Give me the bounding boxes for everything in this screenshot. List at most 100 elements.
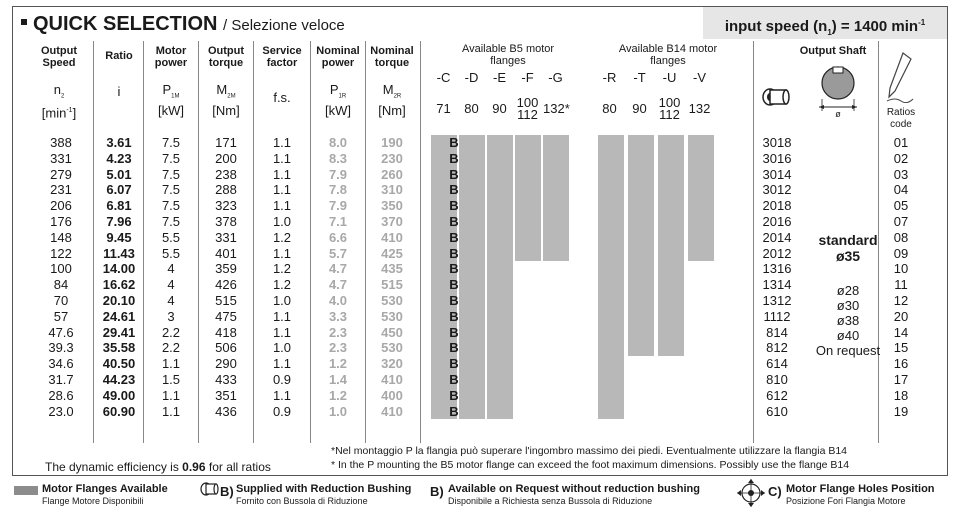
cell-power: 7.5 <box>161 182 181 198</box>
page-title: QUICK SELECTION / Selezione veloce <box>21 13 345 36</box>
cell-code: 2012 <box>762 245 792 261</box>
cell-ratio: 60.90 <box>102 403 136 419</box>
cell-ratio: 3.61 <box>106 135 132 150</box>
efficiency-note: The dynamic efficiency is 0.96 for all r… <box>45 460 271 474</box>
cell-rc: 10 <box>893 261 909 277</box>
cell-torque: 418 <box>215 324 237 340</box>
divider <box>878 41 879 443</box>
legend-flanges-available: Motor Flanges Available Flange Motore Di… <box>42 483 168 506</box>
header-nominal-power: Nominal power <box>316 45 360 69</box>
column-ratio: 3.61 4.23 5.01 6.07 6.81 7.96 9.45 11.43 14.00 16… <box>97 135 141 419</box>
cell-ratio: 14.00 <box>102 261 136 277</box>
b5-availability-bar <box>543 135 569 262</box>
cell-torque: 401 <box>215 245 237 261</box>
cell-ratio: 4.23 <box>106 150 132 166</box>
cell-speed: 47.6 <box>48 324 74 340</box>
header-ratios-code: Ratios code <box>886 107 916 130</box>
cell-fs: 1.1 <box>272 245 292 261</box>
cell-power: 1.5 <box>161 371 181 387</box>
legend-b-letter-1: B) <box>220 484 234 499</box>
cell-rc: 17 <box>893 371 909 387</box>
cell-rc: 05 <box>893 198 909 214</box>
column-shaft-code: 3018 3016 3014 3012 2018 2016 2014 2012 1316 1314… <box>755 135 799 419</box>
cell-b: B <box>449 277 459 293</box>
cell-torque: 359 <box>215 261 237 277</box>
shaft-option: ø38 <box>836 313 860 328</box>
b14-flange-size: 80 <box>602 101 617 116</box>
cell-b: B <box>449 356 459 372</box>
cell-code: 810 <box>766 371 788 387</box>
cell-torque: 290 <box>215 356 237 372</box>
cell-ratio: 20.10 <box>102 292 136 308</box>
cell-code: 1312 <box>762 292 792 308</box>
divider <box>310 41 311 443</box>
cell-torque: 238 <box>215 166 237 182</box>
cell-fs: 1.1 <box>272 166 292 182</box>
divider <box>253 41 254 443</box>
cell-b: B <box>449 182 459 198</box>
diameter-symbol: ø <box>835 109 841 119</box>
cell-b: B <box>449 245 459 261</box>
divider <box>753 41 754 443</box>
cell-b: B <box>449 292 459 308</box>
cell-b: B <box>449 324 459 340</box>
b5-flange-code: -C <box>436 70 451 85</box>
cell-mn: 230 <box>381 150 403 166</box>
b5-availability-bar <box>459 135 485 420</box>
cell-code: 814 <box>766 324 788 340</box>
cell-power: 7.5 <box>161 135 181 150</box>
symbol-fs: f.s. <box>273 90 291 105</box>
cell-ratio: 40.50 <box>102 356 136 372</box>
column-ratios-code: 01 02 03 04 05 07 08 09 10 11 12 20 14 15 16 17 18 19 <box>881 135 921 419</box>
cell-power: 4 <box>167 277 175 293</box>
cell-rc: 12 <box>893 292 909 308</box>
cell-ratio: 35.58 <box>102 340 136 356</box>
cell-pn: 2.3 <box>328 324 348 340</box>
cell-code: 2018 <box>762 198 792 214</box>
cell-rc: 09 <box>893 245 909 261</box>
cell-fs: 0.9 <box>272 371 292 387</box>
cell-rc: 18 <box>893 387 909 403</box>
cell-pn: 7.8 <box>328 182 348 198</box>
cell-speed: 70 <box>53 292 69 308</box>
cell-torque: 200 <box>215 150 237 166</box>
cell-fs: 1.1 <box>272 150 292 166</box>
cell-fs: 1.0 <box>272 213 292 229</box>
cell-mn: 515 <box>381 277 403 293</box>
b5-flange-size: 132* <box>543 101 570 116</box>
cell-mn: 410 <box>381 229 403 245</box>
header-output-shaft: Output Shaft <box>799 45 867 57</box>
cell-ratio: 24.61 <box>102 308 136 324</box>
symbol-n2: n2 [min-1] <box>41 82 77 120</box>
cell-code: 610 <box>766 403 788 419</box>
cell-speed: 122 <box>50 245 72 261</box>
cell-speed: 279 <box>50 166 72 182</box>
cell-fs: 1.0 <box>272 340 292 356</box>
cell-pn: 4.7 <box>328 277 348 293</box>
cell-speed: 206 <box>50 198 72 214</box>
cell-fs: 0.9 <box>272 403 292 419</box>
symbol-p1r: P1R [kW] <box>325 82 351 118</box>
legend-c-letter: C) <box>768 484 782 499</box>
cell-speed: 388 <box>50 135 72 150</box>
cell-pn: 8.3 <box>328 150 348 166</box>
cell-fs: 1.0 <box>272 292 292 308</box>
pencil-icon <box>886 52 914 103</box>
cell-fs: 1.2 <box>272 229 292 245</box>
b14-availability-bar <box>598 135 624 420</box>
cell-mn: 190 <box>381 135 403 150</box>
cell-speed: 331 <box>50 150 72 166</box>
cell-rc: 01 <box>893 135 909 150</box>
cell-power: 7.5 <box>161 150 181 166</box>
b14-flange-size: 100 112 <box>658 95 681 122</box>
cell-mn: 425 <box>381 245 403 261</box>
column-nominal-torque: 190 230 260 310 350 370 410 425 435 515 530 530 450 5… <box>365 135 419 419</box>
legend-flange-holes: Motor Flange Holes Position Posizione Fo… <box>786 483 935 506</box>
cell-code: 1112 <box>763 308 791 324</box>
b5-availability-bar <box>487 135 513 420</box>
cell-code: 2014 <box>762 229 792 245</box>
cell-torque: 331 <box>215 229 237 245</box>
shaft-options: ø28 ø30 ø38 ø40 On request <box>808 283 888 358</box>
b5-flange-code: -D <box>464 70 479 85</box>
symbol-m2m: M2M [Nm] <box>212 82 240 118</box>
